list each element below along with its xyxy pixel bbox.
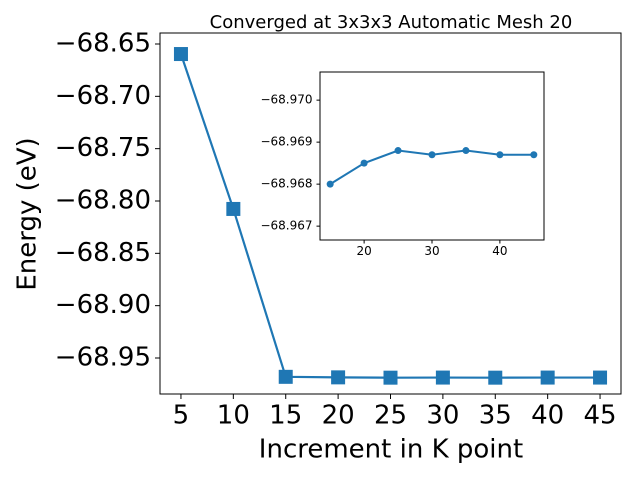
x-tick-label: 10 bbox=[217, 400, 250, 430]
marker bbox=[462, 147, 470, 155]
y-tick-label: −68.970 bbox=[260, 93, 312, 107]
y-tick-label: −68.969 bbox=[260, 135, 312, 149]
y-tick-label: −68.85 bbox=[55, 238, 151, 268]
y-tick-label: −68.968 bbox=[260, 177, 312, 191]
y-tick-label: −68.80 bbox=[55, 185, 151, 215]
y-tick-label: −68.65 bbox=[55, 28, 151, 58]
marker bbox=[540, 370, 555, 385]
y-tick-label: −68.90 bbox=[55, 290, 151, 320]
marker bbox=[326, 180, 334, 188]
x-axis-label: Increment in K point bbox=[259, 435, 523, 465]
marker bbox=[496, 151, 504, 159]
y-tick-label: −68.95 bbox=[55, 342, 151, 372]
marker bbox=[278, 369, 293, 384]
x-tick-label: 15 bbox=[269, 400, 302, 430]
x-tick-label: 30 bbox=[426, 400, 459, 430]
x-tick-label: 35 bbox=[479, 400, 512, 430]
x-tick-label: 20 bbox=[356, 244, 371, 258]
y-axis-label: Energy (eV) bbox=[13, 137, 43, 290]
marker bbox=[530, 151, 538, 159]
chart-title: Converged at 3x3x3 Automatic Mesh 20 bbox=[210, 12, 573, 33]
marker bbox=[226, 201, 241, 216]
x-tick-label: 20 bbox=[322, 400, 355, 430]
x-tick-label: 5 bbox=[173, 400, 190, 430]
x-tick-label: 45 bbox=[583, 400, 616, 430]
marker bbox=[383, 370, 398, 385]
x-tick-label: 25 bbox=[374, 400, 407, 430]
marker bbox=[488, 370, 503, 385]
x-tick-label: 40 bbox=[531, 400, 564, 430]
marker bbox=[173, 47, 188, 62]
marker bbox=[435, 370, 450, 385]
x-tick-label: 40 bbox=[492, 244, 507, 258]
x-tick-label: 30 bbox=[424, 244, 439, 258]
y-tick-label: −68.75 bbox=[55, 133, 151, 163]
y-tick-label: −68.70 bbox=[55, 81, 151, 111]
marker bbox=[331, 370, 346, 385]
marker bbox=[394, 147, 402, 155]
y-tick-label: −68.967 bbox=[260, 219, 312, 233]
marker bbox=[593, 370, 608, 385]
marker bbox=[360, 159, 368, 167]
marker bbox=[428, 151, 436, 159]
